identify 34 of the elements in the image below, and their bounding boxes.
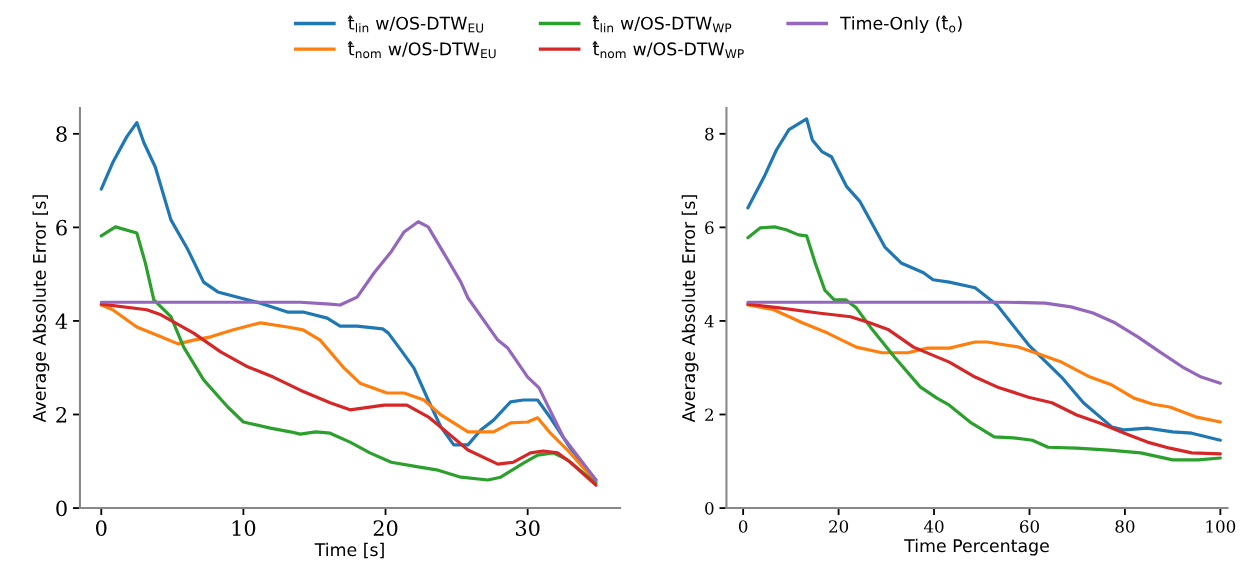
legend-label: t̂$_{lin}$ w/OS-DTW$_{WP}$ xyxy=(592,15,732,33)
x-axis-title: Time [s] xyxy=(314,542,384,559)
legend-label: t̂$_{lin}$ w/OS-DTW$_{EU}$ xyxy=(347,15,484,33)
y-tick-label: 8 xyxy=(705,127,714,141)
line-series xyxy=(746,117,1222,442)
line-series xyxy=(746,225,1222,462)
y-axis-title: Average Absolute Error [s] xyxy=(681,195,699,423)
x-tick-label: 0 xyxy=(96,520,107,536)
y-tick-label: 8 xyxy=(56,126,67,143)
y-tick-label: 4 xyxy=(55,313,68,329)
x-tick-label: 20 xyxy=(829,520,849,533)
x-tick-label: 40 xyxy=(923,520,944,533)
y-tick-label: 6 xyxy=(56,219,67,236)
y-tick-label: 6 xyxy=(705,221,714,234)
y-tick-label: 0 xyxy=(705,502,714,515)
x-tick-label: 60 xyxy=(1019,520,1039,533)
y-tick-label: 0 xyxy=(56,500,67,517)
legend-label: Time-Only (t̂$_{o}$) xyxy=(840,15,962,34)
legend-label: t̂$_{nom}$ w/OS-DTW$_{WP}$ xyxy=(592,41,744,59)
y-axis-title: Average Absolute Error [s] xyxy=(32,195,50,423)
y-tick-label: 2 xyxy=(705,408,713,421)
line-series xyxy=(746,302,1222,456)
x-axis-title: Time Percentage xyxy=(904,538,1049,556)
x-tick-label: 30 xyxy=(516,520,540,536)
x-tick-label: 10 xyxy=(232,520,256,536)
legend-label: t̂$_{nom}$ w/OS-DTW$_{EU}$ xyxy=(347,41,496,59)
x-tick-label: 0 xyxy=(738,520,748,533)
x-tick-label: 20 xyxy=(373,520,398,536)
x-tick-label: 100 xyxy=(1206,520,1236,533)
x-tick-label: 80 xyxy=(1115,520,1135,533)
line-series xyxy=(746,300,1222,385)
line-series xyxy=(746,303,1222,424)
y-tick-label: 4 xyxy=(704,314,714,328)
y-tick-label: 2 xyxy=(56,406,67,423)
